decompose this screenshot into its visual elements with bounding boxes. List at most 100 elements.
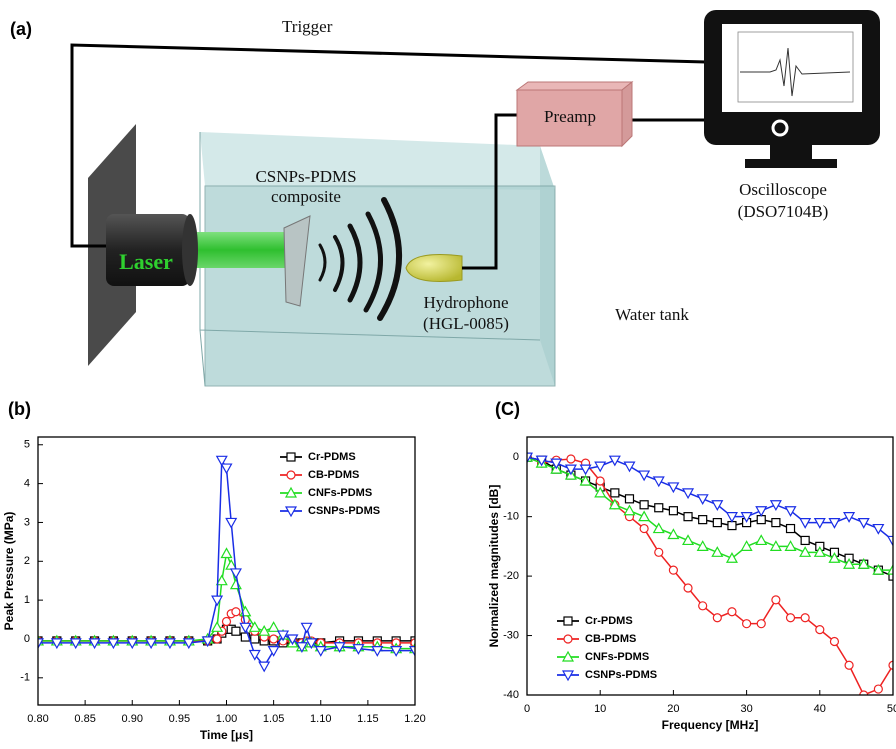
setup-diagram: (a) Trigger Oscilloscope (DSO7104B) Prea… bbox=[10, 10, 880, 386]
marker bbox=[596, 477, 604, 485]
marker bbox=[683, 489, 693, 498]
hydrophone-label: Hydrophone bbox=[424, 293, 509, 312]
x-tick-label: 0 bbox=[524, 703, 530, 715]
marker bbox=[610, 456, 620, 465]
marker bbox=[757, 620, 765, 628]
x-tick-label: 0.95 bbox=[169, 713, 190, 725]
y-tick-label: -20 bbox=[503, 570, 519, 582]
y-tick-label: 0 bbox=[513, 451, 519, 463]
marker bbox=[698, 495, 708, 504]
x-tick-label: 0.85 bbox=[74, 713, 95, 725]
marker bbox=[231, 569, 241, 578]
marker bbox=[756, 507, 766, 516]
marker bbox=[699, 602, 707, 610]
oscilloscope-label: Oscilloscope bbox=[739, 180, 827, 199]
marker bbox=[816, 626, 824, 634]
legend-marker bbox=[287, 453, 295, 461]
marker bbox=[743, 620, 751, 628]
marker bbox=[669, 566, 677, 574]
legend-label: CNFs-PDMS bbox=[585, 651, 649, 663]
marker bbox=[639, 512, 649, 521]
marker bbox=[624, 462, 634, 471]
marker bbox=[668, 529, 678, 538]
plot-frame bbox=[527, 437, 893, 695]
oscilloscope-model: (DSO7104B) bbox=[738, 202, 829, 221]
marker bbox=[712, 547, 722, 556]
marker bbox=[874, 685, 882, 693]
marker bbox=[830, 637, 838, 645]
y-axis-label: Normalized magnitudes [dB] bbox=[487, 485, 501, 648]
legend-label: CB-PDMS bbox=[308, 469, 359, 481]
hydrophone-model: (HGL-0085) bbox=[423, 314, 509, 333]
oscilloscope-stand bbox=[770, 145, 812, 159]
marker bbox=[771, 501, 781, 510]
x-tick-label: 0.90 bbox=[122, 713, 143, 725]
marker bbox=[625, 495, 633, 503]
marker bbox=[259, 626, 269, 635]
panel-label: (C) bbox=[495, 399, 520, 419]
panel-label: (b) bbox=[8, 399, 31, 419]
legend-marker bbox=[564, 635, 572, 643]
x-tick-label: 10 bbox=[594, 703, 606, 715]
laser-face bbox=[182, 214, 198, 286]
marker bbox=[232, 608, 240, 616]
oscilloscope-screen bbox=[722, 24, 862, 112]
marker bbox=[728, 608, 736, 616]
y-tick-label: 2 bbox=[24, 555, 30, 567]
legend-label: Cr-PDMS bbox=[308, 451, 356, 463]
marker bbox=[226, 518, 236, 527]
marker bbox=[251, 635, 259, 643]
hydrophone bbox=[406, 255, 462, 282]
marker bbox=[639, 471, 649, 480]
marker bbox=[713, 519, 721, 527]
marker bbox=[684, 584, 692, 592]
marker bbox=[772, 596, 780, 604]
legend-label: CSNPs-PDMS bbox=[308, 505, 380, 517]
legend-label: CSNPs-PDMS bbox=[585, 669, 657, 681]
marker bbox=[213, 635, 221, 643]
series-line bbox=[527, 457, 893, 695]
marker bbox=[684, 513, 692, 521]
x-tick-label: 0.80 bbox=[27, 713, 48, 725]
page: {"diagram": {"panel_label": "(a)", "trig… bbox=[0, 0, 896, 744]
composite-label: composite bbox=[271, 187, 341, 206]
figure: (a) Trigger Oscilloscope (DSO7104B) Prea… bbox=[0, 0, 896, 744]
y-tick-label: 1 bbox=[24, 594, 30, 606]
x-tick-label: 1.05 bbox=[263, 713, 284, 725]
marker bbox=[713, 614, 721, 622]
marker bbox=[655, 548, 663, 556]
panel-label: (a) bbox=[10, 19, 32, 39]
legend-marker bbox=[287, 471, 295, 479]
y-tick-label: -30 bbox=[503, 629, 519, 641]
marker bbox=[845, 661, 853, 669]
marker bbox=[888, 536, 896, 545]
marker bbox=[801, 614, 809, 622]
x-tick-label: 1.20 bbox=[404, 713, 425, 725]
legend-marker bbox=[564, 617, 572, 625]
marker bbox=[259, 662, 269, 671]
tank-edge bbox=[200, 330, 205, 386]
laser-label: Laser bbox=[119, 249, 173, 274]
marker bbox=[624, 506, 634, 515]
marker bbox=[269, 622, 279, 631]
water-tank-label: Water tank bbox=[615, 305, 689, 324]
preamp-side bbox=[622, 82, 632, 146]
legend-label: CB-PDMS bbox=[585, 633, 636, 645]
marker bbox=[742, 541, 752, 550]
marker bbox=[668, 483, 678, 492]
marker bbox=[787, 614, 795, 622]
marker bbox=[302, 623, 312, 632]
preamp-top bbox=[517, 82, 632, 90]
x-axis-label: Time [μs] bbox=[200, 728, 253, 742]
oscilloscope-base bbox=[745, 159, 837, 168]
y-tick-label: -1 bbox=[20, 672, 30, 684]
composite-name: CSNPs-PDMS bbox=[255, 167, 356, 186]
y-tick-label: 4 bbox=[24, 478, 30, 490]
marker bbox=[787, 525, 795, 533]
series-line bbox=[527, 457, 893, 576]
marker bbox=[222, 464, 232, 473]
marker bbox=[698, 541, 708, 550]
tank-front bbox=[205, 186, 555, 386]
marker bbox=[683, 535, 693, 544]
